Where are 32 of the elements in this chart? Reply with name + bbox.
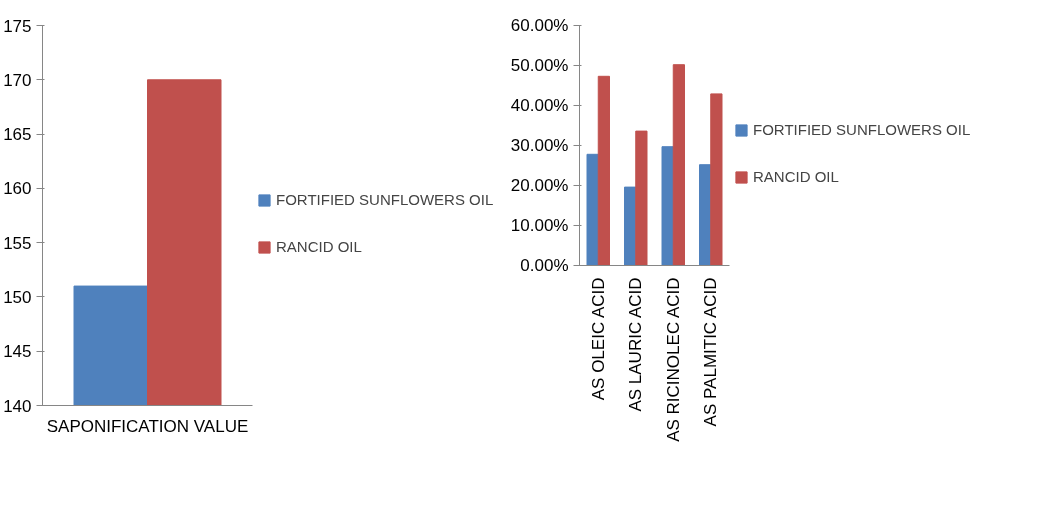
- y-tick-label: 50.00%: [510, 56, 569, 75]
- x-tick-label: AS RICINOLEC ACID: [663, 277, 683, 442]
- bar: [699, 164, 712, 266]
- y-tick-label: 10.00%: [510, 216, 569, 235]
- bar: [586, 153, 599, 266]
- bar: [661, 146, 674, 266]
- y-tick-label: 40.00%: [510, 96, 569, 115]
- bar: [624, 186, 637, 266]
- y-tick-label: 30.00%: [510, 136, 569, 155]
- y-tick-label: 20.00%: [510, 176, 569, 195]
- y-tick-label: 165: [3, 125, 32, 145]
- bar: [635, 130, 648, 266]
- y-tick-label: 155: [3, 233, 32, 253]
- bar: [597, 75, 610, 266]
- bar: [710, 93, 723, 266]
- legend-label: FORTIFIED SUNFLOWERS OIL: [753, 121, 971, 138]
- legend-label: RANCID OIL: [753, 168, 839, 185]
- x-tick-label: AS OLEIC ACID: [588, 277, 608, 401]
- y-tick-label: 170: [3, 70, 32, 90]
- y-tick-label: 145: [3, 342, 32, 362]
- bar: [672, 64, 685, 266]
- x-tick-label: AS PALMITIC ACID: [701, 277, 721, 427]
- y-tick-label: 160: [3, 179, 32, 199]
- y-tick-label: 175: [3, 16, 32, 36]
- y-tick-label: 150: [3, 287, 32, 307]
- x-tick-label: AS LAURIC ACID: [626, 277, 646, 412]
- legend-label: FORTIFIED SUNFLOWERS OIL: [276, 191, 494, 208]
- x-tick-label: SAPONIFICATION VALUE: [46, 416, 249, 436]
- y-tick-label: 60.00%: [510, 16, 569, 35]
- y-tick-label: 140: [3, 396, 32, 416]
- legend-label: RANCID OIL: [276, 238, 362, 255]
- y-tick-label: 0.00%: [520, 256, 569, 275]
